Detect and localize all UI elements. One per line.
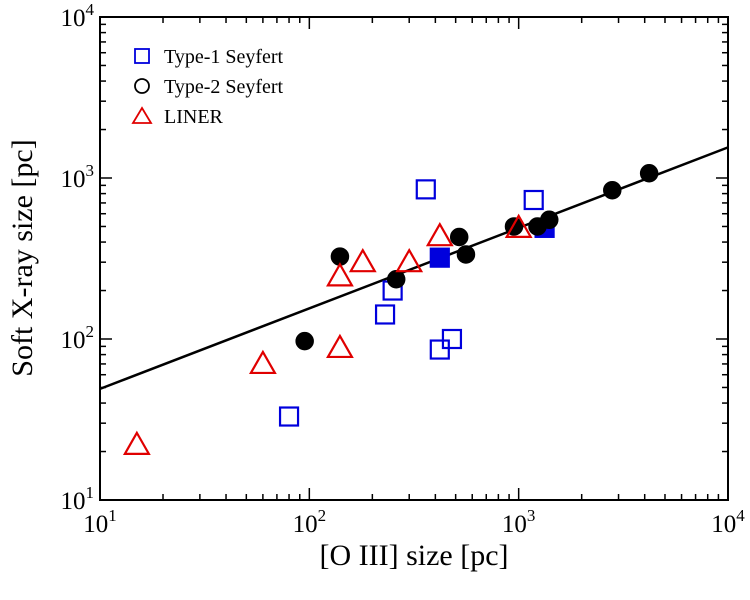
type1-seyfert-point [415,179,436,200]
x-tick-label: 103 [502,506,536,538]
fit-line-layer [99,146,729,391]
legend-marker-type2 [134,78,150,94]
type2-seyfert-point [456,245,476,264]
data-points [122,164,659,455]
type2-seyfert-point [386,270,406,289]
type1-seyfert-point [523,189,544,211]
liner-point [504,213,533,238]
type1-seyfert-point [374,304,396,325]
type1-seyfert-point [429,339,450,360]
legend-label-type2: Type-2 Seyfert [164,76,284,98]
legend: Type-1 Seyfert Type-2 Seyfert LINER [131,46,284,128]
liner-point [326,333,354,359]
liner-point [248,349,277,375]
type2-seyfert-point [295,331,314,351]
legend-marker-liner [131,106,153,124]
plot-frame [99,16,729,501]
y-tick-label: 102 [61,322,95,354]
type2-seyfert-point [639,164,659,183]
type1-seyfert-point [278,406,300,427]
type2-seyfert-point [603,180,622,200]
legend-label-liner: LINER [164,106,224,128]
x-tick-label: 104 [711,506,745,538]
type2-seyfert-point [449,227,469,247]
liner-point [348,247,377,273]
y-tick-label: 101 [61,483,95,515]
y-axis-title: Soft X-ray size [pc] [6,139,39,376]
x-axis-title: [O III] size [pc] [319,539,508,572]
fit-line [99,146,729,391]
x-tick-label: 101 [83,506,117,538]
legend-marker-type1 [134,48,150,64]
x-tick-label: 102 [293,506,327,538]
legend-label-type1: Type-1 Seyfert [164,46,284,68]
type1-seyfert-point-filled [429,247,450,268]
y-tick-label: 104 [61,0,95,32]
type2-seyfert-point [540,210,559,230]
liner-point [326,262,354,287]
y-tick-label: 103 [61,161,95,193]
liner-point [122,430,151,455]
tick-labels: 101 102 103 104 101 102 103 104 [61,0,746,538]
liner-point [395,247,424,273]
type1-seyfert-point [441,328,463,350]
liner-point [425,221,454,247]
